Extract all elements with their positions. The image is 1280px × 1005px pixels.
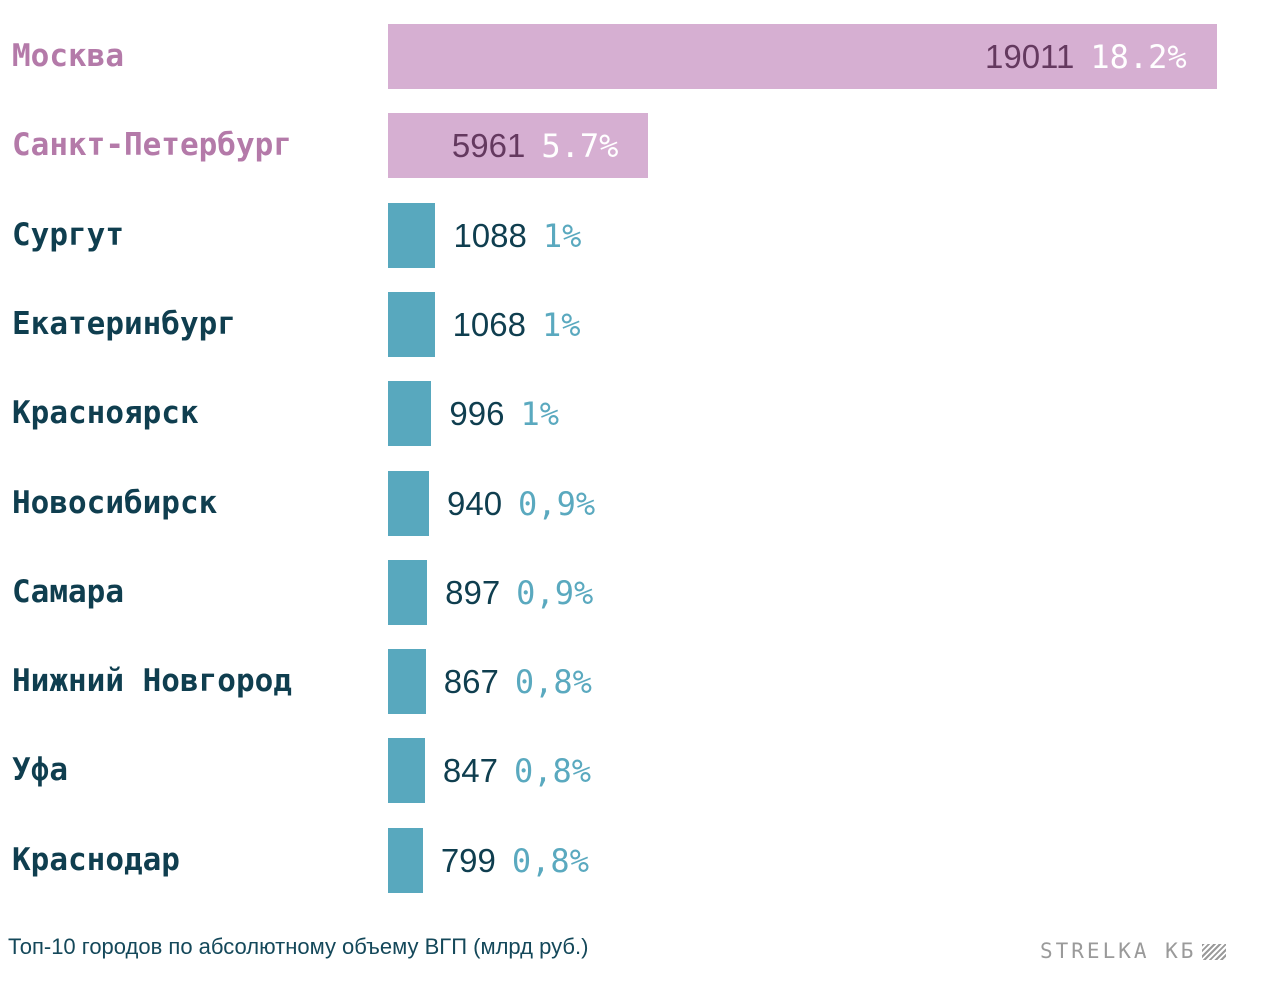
category-label: Санкт-Петербург bbox=[12, 127, 292, 164]
bar-row: Новосибирск 940 0,9% bbox=[0, 470, 1280, 536]
value-label: 799 bbox=[440, 841, 496, 879]
brand-logo: STRELKA КБ bbox=[1040, 936, 1227, 966]
category-label: Сургут bbox=[12, 216, 124, 253]
bar-value-group: 19011 18.2% bbox=[985, 24, 1187, 89]
hatched-square-icon bbox=[1202, 944, 1227, 960]
share-label: 0,9% bbox=[518, 484, 596, 523]
share-label: 0,8% bbox=[513, 752, 592, 791]
value-label: 1088 bbox=[453, 216, 527, 254]
bar bbox=[388, 738, 425, 804]
bar-value-group: 1068 1% bbox=[453, 292, 581, 357]
share-label: 1% bbox=[542, 216, 582, 255]
category-label: Самара bbox=[12, 573, 124, 610]
bar-value-group: 847 0,8% bbox=[443, 738, 591, 803]
bar bbox=[388, 202, 436, 268]
share-label: 1% bbox=[541, 305, 581, 344]
bar bbox=[388, 381, 432, 447]
share-label: 18.2% bbox=[1090, 38, 1187, 76]
category-label: Уфа bbox=[12, 752, 68, 789]
bar-value-group: 1088 1% bbox=[453, 203, 581, 268]
brand-text: STRELKA КБ bbox=[1040, 939, 1197, 963]
bar bbox=[388, 24, 1217, 89]
category-label: Нижний Новгород bbox=[12, 663, 292, 700]
share-label: 1% bbox=[520, 395, 560, 434]
bar-value-group: 5961 5.7% bbox=[452, 113, 618, 178]
value-label: 19011 bbox=[985, 38, 1075, 75]
bar bbox=[388, 649, 426, 715]
value-label: 1068 bbox=[452, 305, 526, 343]
bar-row: Сургут 1088 1% bbox=[0, 202, 1280, 268]
share-label: 0,8% bbox=[511, 841, 589, 880]
bar-value-group: 940 0,9% bbox=[447, 471, 595, 536]
value-label: 897 bbox=[445, 573, 501, 611]
value-label: 996 bbox=[449, 395, 505, 433]
value-label: 5961 bbox=[451, 127, 526, 165]
category-label: Красноярск bbox=[12, 395, 199, 432]
value-label: 867 bbox=[443, 663, 499, 701]
bar-value-group: 799 0,8% bbox=[441, 828, 589, 893]
bar-value-group: 897 0,9% bbox=[445, 560, 593, 625]
value-label: 940 bbox=[446, 484, 503, 522]
category-label: Москва bbox=[12, 38, 124, 74]
bar bbox=[388, 113, 648, 179]
bar-row: Нижний Новгород 867 0,8% bbox=[0, 649, 1280, 715]
bar-row: Москва 19011 18.2% bbox=[0, 24, 1280, 89]
category-label: Екатеринбург bbox=[12, 305, 236, 342]
bar-row: Краснодар 799 0,8% bbox=[0, 827, 1280, 893]
share-label: 0,8% bbox=[514, 663, 592, 702]
bar-row: Уфа 847 0,8% bbox=[0, 738, 1280, 804]
bar bbox=[388, 559, 428, 625]
category-label: Краснодар bbox=[12, 841, 180, 878]
bar-chart: Москва 19011 18.2% Санкт-Петербург 5961 5.7% С… bbox=[0, 24, 1280, 893]
category-label: Новосибирск bbox=[12, 484, 218, 521]
value-label: 847 bbox=[442, 752, 498, 790]
bar-row: Красноярск 996 1% bbox=[0, 381, 1280, 447]
bar-row: Екатеринбург 1068 1% bbox=[0, 291, 1280, 357]
bar bbox=[388, 470, 429, 536]
bar-value-group: 867 0,8% bbox=[444, 649, 592, 714]
bar bbox=[388, 827, 423, 893]
bar-row: Санкт-Петербург 5961 5.7% bbox=[0, 113, 1280, 179]
bar-row: Самара 897 0,9% bbox=[0, 559, 1280, 625]
share-label: 0,9% bbox=[516, 573, 594, 612]
bar-value-group: 996 1% bbox=[449, 381, 559, 446]
bar bbox=[388, 291, 435, 357]
share-label: 5.7% bbox=[541, 127, 619, 166]
chart-caption: Топ-10 городов по абсолютному объему ВГП… bbox=[8, 934, 589, 959]
